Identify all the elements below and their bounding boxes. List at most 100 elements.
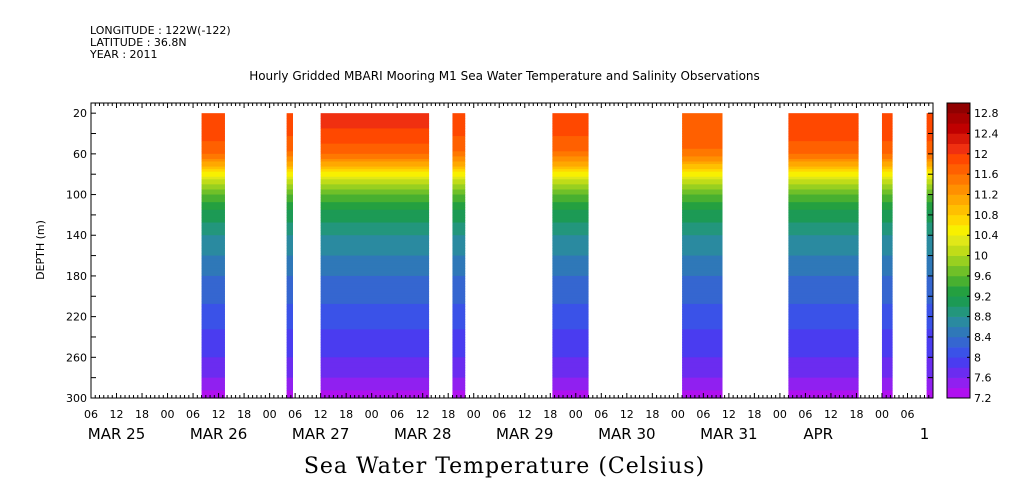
- temperature-cell: [552, 113, 589, 117]
- temperature-cell: [926, 148, 933, 152]
- temperature-cell: [682, 293, 723, 297]
- temperature-cell: [788, 133, 859, 137]
- temperature-cell: [286, 354, 293, 358]
- temperature-cell: [682, 120, 723, 124]
- temperature-cell: [286, 143, 293, 147]
- temperature-cell: [452, 258, 466, 262]
- temperature-cell: [881, 199, 893, 203]
- temperature-cell: [201, 240, 225, 244]
- x-tick-label: 00: [467, 408, 481, 421]
- temperature-cell: [682, 347, 723, 351]
- temperature-cell: [926, 296, 933, 300]
- temperature-cell: [682, 235, 723, 239]
- temperature-cell: [320, 253, 430, 257]
- temperature-cell: [788, 275, 859, 280]
- temperature-cell: [320, 375, 430, 379]
- observation-segment: [881, 113, 893, 399]
- temperature-cell: [320, 260, 430, 264]
- temperature-cell: [201, 130, 225, 135]
- temperature-cell: [452, 158, 466, 163]
- temperature-cell: [552, 151, 589, 155]
- temperature-cell: [788, 235, 859, 239]
- temperature-cell: [682, 222, 723, 226]
- temperature-cell: [201, 148, 225, 152]
- temperature-cell: [682, 214, 723, 219]
- observation-segment: [552, 113, 589, 399]
- temperature-cell: [788, 382, 859, 386]
- temperature-cell: [788, 120, 859, 124]
- temperature-cell: [682, 364, 723, 369]
- colorbar-swatch: [947, 275, 970, 287]
- temperature-cell: [881, 204, 893, 208]
- temperature-cell: [286, 377, 293, 381]
- temperature-cell: [452, 237, 466, 241]
- temperature-cell: [320, 329, 430, 333]
- temperature-cell: [682, 395, 723, 399]
- temperature-cell: [201, 392, 225, 397]
- temperature-cell: [320, 319, 430, 323]
- temperature-cell: [201, 354, 225, 358]
- temperature-cell: [926, 387, 933, 391]
- temperature-cell: [881, 207, 893, 211]
- temperature-cell: [201, 212, 225, 216]
- temperature-cell: [320, 192, 430, 196]
- temperature-cell: [320, 385, 430, 389]
- temperature-cell: [881, 123, 893, 127]
- temperature-cell: [452, 153, 466, 157]
- temperature-cell: [682, 319, 723, 323]
- temperature-cell: [320, 115, 430, 119]
- temperature-cell: [320, 293, 430, 297]
- temperature-cell: [452, 184, 466, 188]
- temperature-cell: [926, 214, 933, 219]
- temperature-cell: [286, 321, 293, 325]
- temperature-cell: [286, 209, 293, 213]
- temperature-cell: [788, 265, 859, 269]
- temperature-cell: [286, 204, 293, 208]
- temperature-cell: [682, 387, 723, 391]
- temperature-cell: [320, 130, 430, 135]
- temperature-cell: [682, 250, 723, 254]
- temperature-cell: [552, 156, 589, 160]
- colorbar-swatch: [947, 296, 970, 307]
- temperature-cell: [552, 230, 589, 234]
- temperature-cell: [452, 370, 466, 374]
- temperature-cell: [452, 354, 466, 358]
- temperature-cell: [926, 204, 933, 208]
- temperature-cell: [788, 364, 859, 369]
- temperature-cell: [452, 245, 466, 249]
- colorbar-swatch: [947, 113, 970, 124]
- temperature-cell: [552, 268, 589, 272]
- temperature-cell: [320, 242, 430, 247]
- temperature-cell: [320, 296, 430, 300]
- temperature-cell: [320, 250, 430, 254]
- temperature-cell: [320, 344, 430, 348]
- x-tick-label: 00: [875, 408, 889, 421]
- temperature-cell: [320, 283, 430, 287]
- temperature-cell: [320, 301, 430, 305]
- temperature-cell: [320, 326, 430, 330]
- temperature-cell: [788, 281, 859, 285]
- temperature-cell: [201, 169, 225, 173]
- temperature-cell: [201, 258, 225, 262]
- temperature-cell: [926, 194, 933, 198]
- temperature-cell: [881, 390, 893, 394]
- x-tick-label: 00: [365, 408, 379, 421]
- temperature-cell: [881, 118, 893, 122]
- temperature-cell: [452, 242, 466, 247]
- temperature-cell: [682, 281, 723, 285]
- temperature-cell: [320, 146, 430, 150]
- temperature-cell: [552, 382, 589, 386]
- colorbar-label: 10: [974, 250, 988, 263]
- colorbar-swatch: [947, 103, 970, 114]
- temperature-cell: [881, 138, 893, 142]
- temperature-cell: [201, 268, 225, 272]
- temperature-cell: [552, 359, 589, 363]
- temperature-cell: [788, 283, 859, 287]
- colorbar-label: 9.2: [974, 290, 992, 303]
- temperature-cell: [926, 362, 933, 366]
- temperature-cell: [320, 390, 430, 394]
- temperature-cell: [452, 166, 466, 170]
- temperature-cell: [881, 362, 893, 366]
- temperature-cell: [452, 380, 466, 384]
- y-tick-label: 140: [66, 229, 87, 242]
